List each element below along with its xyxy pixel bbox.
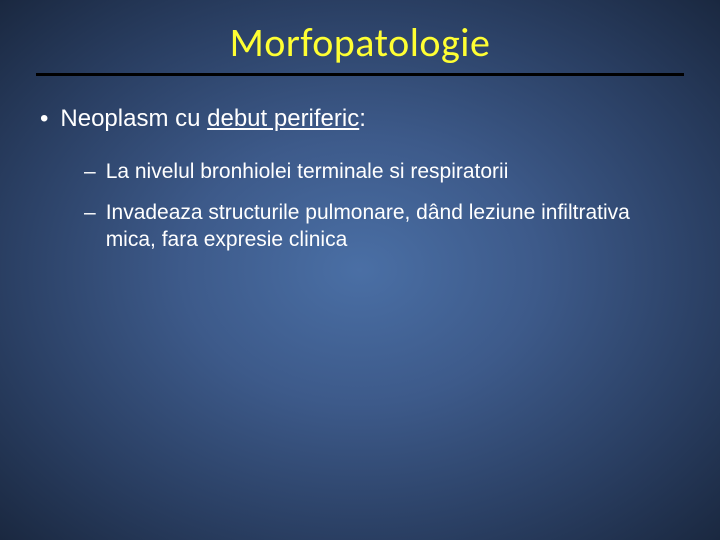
sub-bullet-text: La nivelul bronhiolei terminale si respi… — [106, 158, 680, 185]
dash-icon: – — [84, 199, 96, 226]
slide: Morfopatologie • Neoplasm cu debut perif… — [0, 0, 720, 540]
dash-icon: – — [84, 158, 96, 185]
sub-bullet: – Invadeaza structurile pulmonare, dând … — [84, 199, 680, 254]
sub-bullet: – La nivelul bronhiolei terminale si res… — [84, 158, 680, 185]
bullet-dot-icon: • — [40, 104, 48, 134]
sub-bullet-text: Invadeaza structurile pulmonare, dând le… — [106, 199, 680, 254]
bullet-text-plain: Neoplasm cu — [60, 105, 207, 132]
slide-title: Morfopatologie — [0, 18, 720, 67]
bullet-text-suffix: : — [359, 105, 366, 132]
bullet-level-1: • Neoplasm cu debut periferic: — [40, 104, 680, 134]
bullet-text-underlined: debut periferic — [207, 105, 359, 132]
title-area: Morfopatologie — [0, 0, 720, 76]
bullet-text: Neoplasm cu debut periferic: — [60, 104, 680, 134]
body-area: • Neoplasm cu debut periferic: – La nive… — [0, 76, 720, 254]
